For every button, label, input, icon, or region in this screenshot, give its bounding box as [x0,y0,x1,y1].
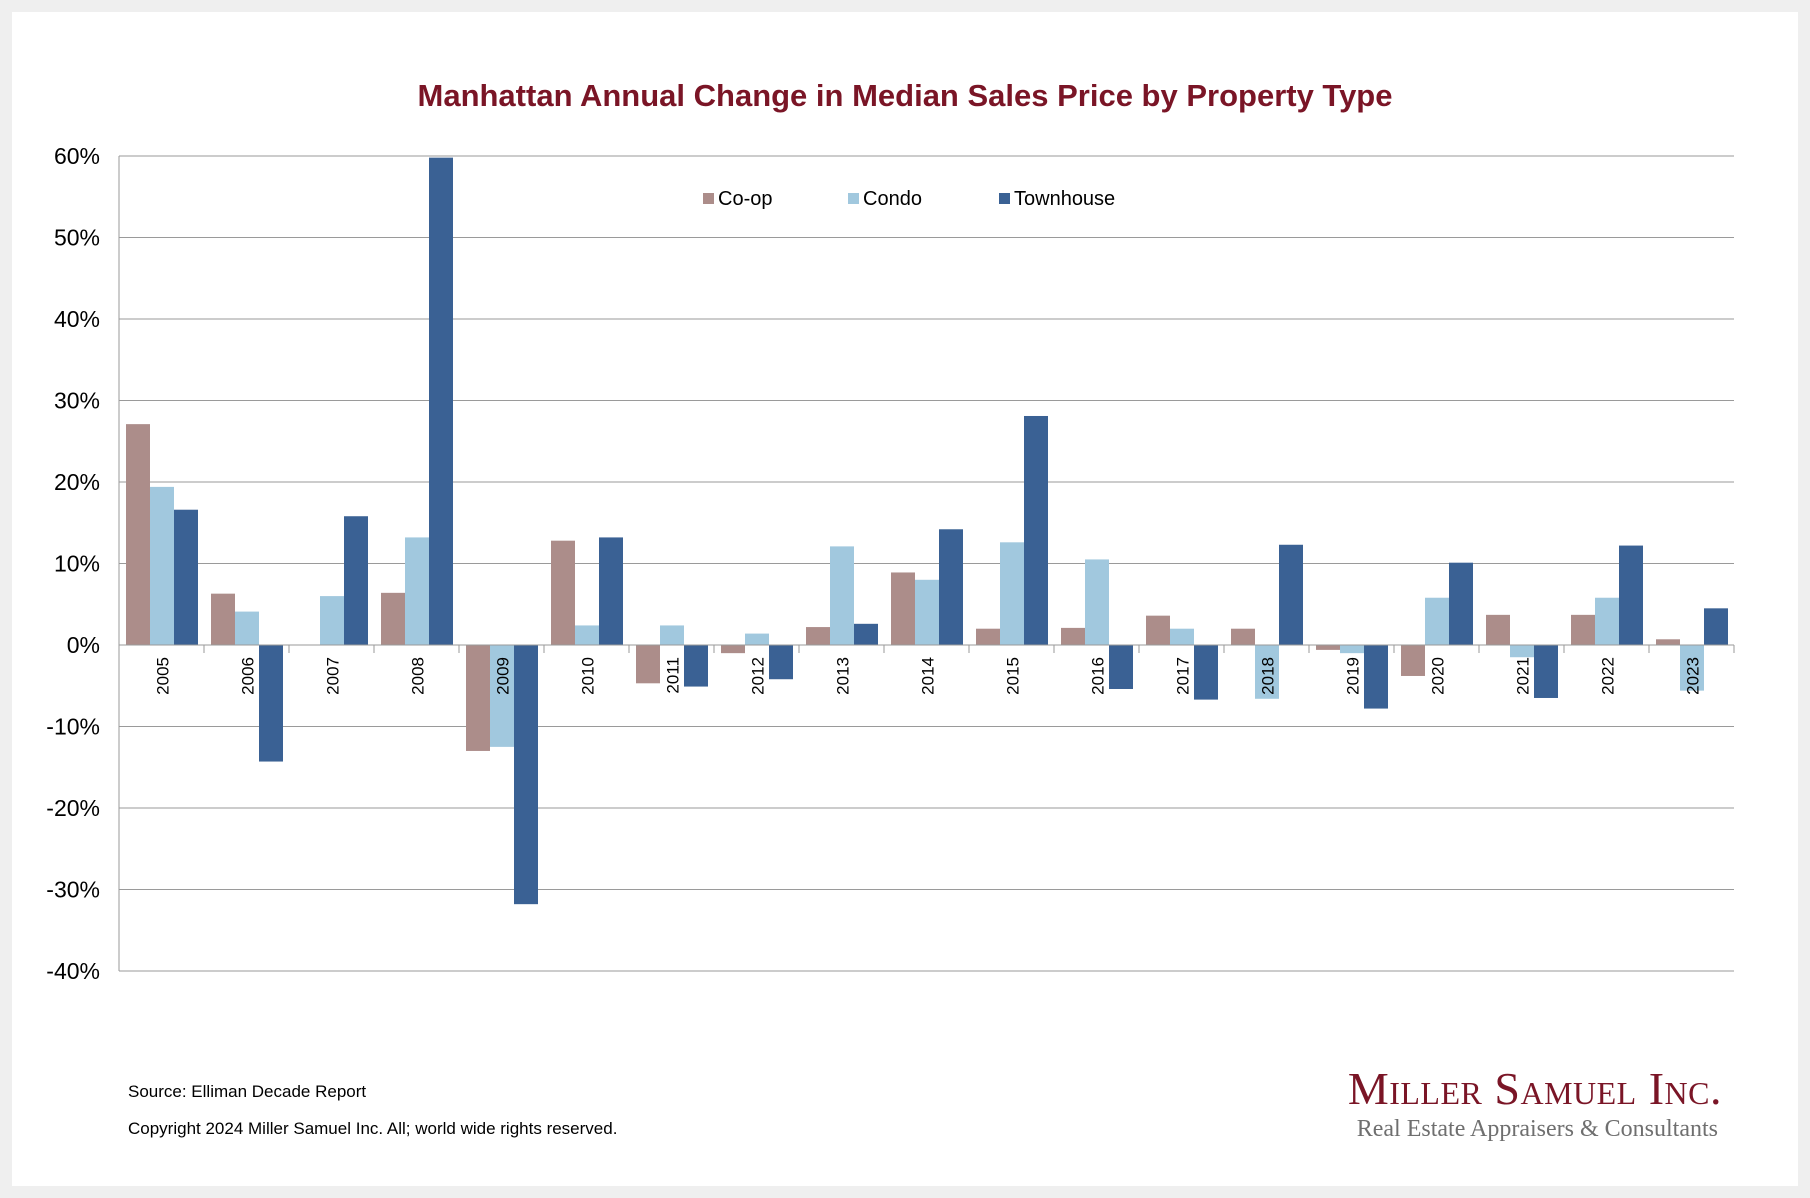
y-tick-label: 40% [54,306,100,332]
y-tick-label: 30% [54,388,100,414]
bar-condo-2018 [1255,645,1279,699]
bar-condo-2013 [830,546,854,645]
bar-townhouse-2016 [1109,645,1133,690]
bar-townhouse-2021 [1534,645,1558,698]
bar-co-op-2010 [551,540,575,645]
bar-condo-2014 [915,579,939,645]
bar-co-op-2015 [976,628,1000,645]
bar-co-op-2020 [1401,645,1425,676]
bar-co-op-2022 [1571,614,1595,645]
x-tick-label: 2007 [324,657,343,695]
bar-townhouse-2009 [514,645,538,905]
legend-swatch-co-op [703,193,714,204]
bar-co-op-2009 [466,645,490,751]
bar-condo-2020 [1425,597,1449,645]
source-note: Source: Elliman Decade Report [128,1082,367,1101]
x-tick-label: 2019 [1344,657,1363,695]
bar-townhouse-2018 [1279,544,1303,645]
x-tick-label: 2006 [239,657,258,695]
bar-townhouse-2014 [939,529,963,645]
x-tick-label: 2017 [1174,657,1193,695]
bar-condo-2017 [1170,628,1194,645]
x-tick-label: 2014 [919,657,938,695]
bar-co-op-2013 [806,627,830,645]
bar-condo-2022 [1595,597,1619,645]
bar-co-op-2019 [1316,645,1340,650]
bar-co-op-2008 [381,592,405,645]
x-tick-label: 2018 [1259,657,1278,695]
legend-label-co-op: Co-op [718,188,772,210]
company-logo-name: Miller Samuel Inc. [1347,1063,1722,1114]
bar-co-op-2017 [1146,615,1170,645]
bar-co-op-2014 [891,572,915,645]
bar-condo-2023 [1680,645,1704,691]
bar-co-op-2012 [721,645,745,654]
bar-townhouse-2007 [344,516,368,645]
bar-co-op-2021 [1486,614,1510,645]
bar-townhouse-2022 [1619,545,1643,645]
y-tick-label: 0% [67,632,100,658]
bar-co-op-2023 [1656,639,1680,645]
x-tick-label: 2015 [1004,657,1023,695]
legend-label-condo: Condo [863,188,922,210]
bar-condo-2007 [320,596,344,645]
legend-swatch-townhouse [999,193,1010,204]
bar-condo-2011 [660,625,684,645]
y-tick-label: -40% [46,958,100,984]
x-tick-label: 2020 [1429,657,1448,695]
y-tick-label: 60% [54,143,100,169]
bar-co-op-2006 [211,593,235,645]
bar-townhouse-2013 [854,623,878,645]
y-tick-label: 20% [54,469,100,495]
bar-condo-2021 [1510,645,1534,658]
bar-co-op-2011 [636,645,660,684]
bar-townhouse-2023 [1704,608,1728,645]
company-logo-tagline: Real Estate Appraisers & Consultants [1356,1116,1718,1142]
chart-title: Manhattan Annual Change in Median Sales … [417,78,1393,113]
x-tick-label: 2022 [1599,657,1618,695]
bar-townhouse-2008 [429,157,453,645]
copyright-note: Copyright 2024 Miller Samuel Inc. All; w… [128,1119,618,1138]
bar-condo-2019 [1340,645,1364,654]
bar-co-op-2005 [126,424,150,645]
bar-townhouse-2012 [769,645,793,680]
bar-condo-2005 [150,486,174,645]
y-tick-label: -30% [46,877,100,903]
bar-townhouse-2015 [1024,415,1048,645]
bar-townhouse-2005 [174,509,198,645]
bar-condo-2006 [235,611,259,645]
legend-label-townhouse: Townhouse [1014,188,1115,210]
bar-co-op-2016 [1061,627,1085,645]
bar-condo-2008 [405,537,429,645]
bar-townhouse-2019 [1364,645,1388,709]
bar-condo-2009 [490,645,514,747]
bar-townhouse-2006 [259,645,283,762]
bar-co-op-2018 [1231,628,1255,645]
bar-townhouse-2017 [1194,645,1218,700]
x-tick-label: 2021 [1514,657,1533,695]
x-tick-label: 2008 [409,657,428,695]
x-tick-label: 2016 [1089,657,1108,695]
legend-swatch-condo [848,193,859,204]
bar-condo-2012 [745,633,769,645]
x-tick-label: 2005 [154,657,173,695]
y-tick-label: 10% [54,551,100,577]
bar-condo-2016 [1085,559,1109,645]
x-tick-label: 2011 [664,657,683,694]
x-tick-label: 2013 [834,657,853,695]
bar-townhouse-2020 [1449,562,1473,645]
y-tick-label: -10% [46,714,100,740]
y-tick-label: -20% [46,795,100,821]
x-tick-label: 2023 [1684,657,1703,695]
bar-condo-2010 [575,625,599,645]
bar-townhouse-2011 [684,645,708,687]
y-tick-label: 50% [54,225,100,251]
x-tick-label: 2010 [579,657,598,695]
bar-townhouse-2010 [599,537,623,645]
bar-condo-2015 [1000,542,1024,645]
x-tick-label: 2009 [494,657,513,695]
x-tick-label: 2012 [749,657,768,695]
